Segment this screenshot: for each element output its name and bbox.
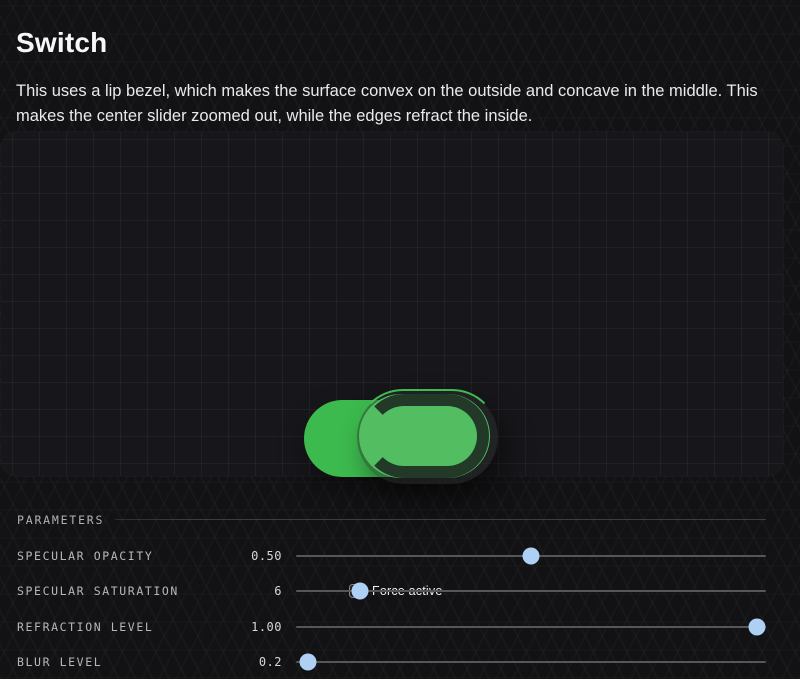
blur-level-slider[interactable]: [296, 653, 766, 671]
specular-opacity-slider[interactable]: [296, 547, 766, 565]
switch-toggle[interactable]: [301, 387, 501, 487]
param-label: SPECULAR OPACITY: [17, 549, 154, 563]
param-row-blur-level: BLUR LEVEL 0.2: [0, 645, 800, 679]
page-title: Switch: [16, 26, 108, 58]
param-value: 0.50: [251, 549, 282, 563]
specular-saturation-slider[interactable]: [296, 582, 766, 600]
slider-thumb[interactable]: [748, 618, 766, 636]
preview-panel: Force active: [1, 132, 783, 598]
slider-thumb[interactable]: [299, 653, 317, 671]
param-label: SPECULAR SATURATION: [17, 584, 179, 598]
slider-thumb[interactable]: [351, 582, 369, 600]
param-value: 1.00: [251, 620, 282, 634]
param-label: BLUR LEVEL: [17, 655, 103, 669]
param-row-specular-opacity: SPECULAR OPACITY 0.50: [0, 539, 800, 573]
param-row-refraction-level: REFRACTION LEVEL 1.00: [0, 610, 800, 644]
param-value: 6: [274, 584, 282, 598]
param-value: 0.2: [258, 655, 282, 669]
page-description: This uses a lip bezel, which makes the s…: [16, 81, 758, 126]
param-row-specular-saturation: SPECULAR SATURATION 6: [0, 574, 800, 608]
parameters-divider: [115, 519, 766, 520]
slider-thumb[interactable]: [522, 547, 540, 565]
refraction-level-slider[interactable]: [296, 618, 766, 636]
switch-lens-rim: [362, 394, 489, 478]
param-label: REFRACTION LEVEL: [17, 620, 154, 634]
parameters-heading: PARAMETERS: [17, 513, 105, 527]
switch-glass-lens: [356, 389, 499, 484]
